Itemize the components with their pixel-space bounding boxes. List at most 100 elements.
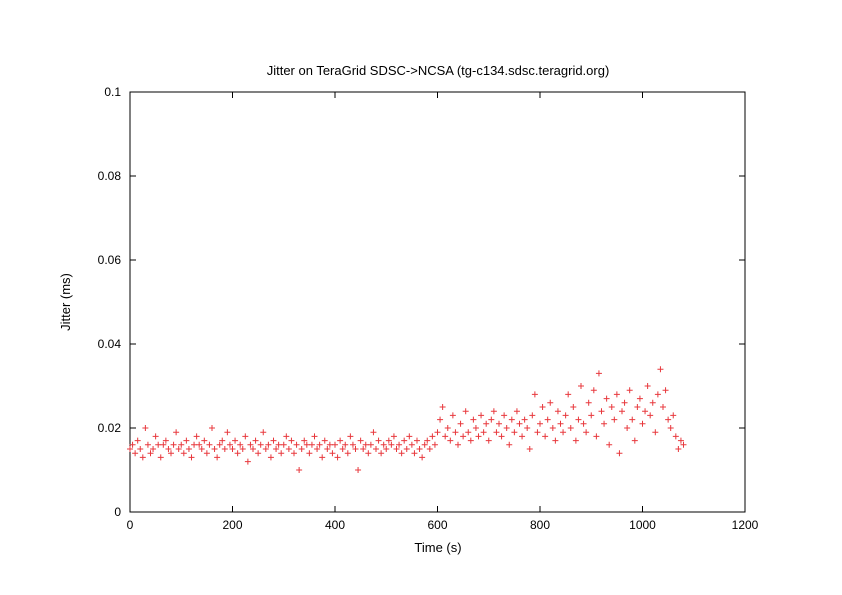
data-point [244,458,251,465]
data-point [498,433,505,440]
data-point [262,446,269,452]
data-point [660,404,666,410]
x-tick-label: 800 [530,518,550,532]
data-point [462,408,469,415]
data-point [503,425,510,431]
data-point [542,433,549,440]
data-point [291,450,297,457]
data-point [416,446,423,452]
data-point [460,433,467,440]
data-point [378,450,385,457]
data-point [654,391,661,398]
data-point [273,446,280,452]
data-point [524,425,531,431]
x-tick-label: 600 [427,518,447,532]
data-point [178,441,185,448]
data-point [229,446,236,452]
data-point [132,450,139,457]
data-point [383,446,390,452]
data-point [201,437,208,444]
data-point [390,433,397,440]
data-point [431,441,438,448]
data-point [275,441,282,448]
data-point [478,412,485,419]
data-point [619,408,625,415]
data-point [293,441,300,448]
data-point [521,416,528,423]
data-point [226,441,233,448]
data-point [649,399,656,406]
data-point [191,441,198,448]
data-point [134,437,141,444]
data-point [560,429,567,436]
data-point [344,450,351,457]
data-point [280,441,287,448]
data-point [449,412,456,419]
data-point [611,416,618,423]
data-point [267,454,274,461]
data-point [203,450,210,457]
data-point [508,416,515,423]
data-point [616,450,623,457]
data-point [426,446,433,452]
data-point [411,450,418,457]
data-point [170,441,177,448]
data-point [352,446,359,452]
data-point [211,446,218,452]
data-point [219,437,226,444]
data-point [347,433,354,440]
data-point [606,441,613,448]
data-point [590,387,597,394]
data-point [496,420,502,427]
data-point [196,441,203,448]
data-point [444,425,451,431]
data-point [270,437,277,444]
data-point [549,425,556,431]
data-point [608,404,615,410]
data-point [552,437,559,444]
data-point [142,425,149,431]
data-point [588,412,595,419]
data-point [475,433,482,440]
data-point [613,391,620,398]
y-tick-label: 0 [114,505,121,519]
data-point [150,446,157,452]
data-point [557,420,564,427]
data-point [301,437,308,444]
data-point [362,441,369,448]
data-point [652,429,659,436]
y-tick-label: 0.06 [98,253,122,267]
data-point [580,420,587,427]
data-point [165,446,172,452]
data-point [283,433,290,440]
data-point [250,446,256,452]
data-point [257,441,264,448]
chart-title: Jitter on TeraGrid SDSC->NCSA (tg-c134.s… [267,63,610,78]
data-point [385,437,392,444]
data-point [185,446,192,452]
x-axis: 0 200 400 600 800 1000 1200 [127,92,759,532]
data-point [316,441,323,448]
data-point [234,450,241,457]
data-point [193,433,200,440]
y-tick-label: 0.08 [98,169,122,183]
data-point [506,441,513,448]
data-point [626,387,633,394]
data-point [321,437,328,444]
data-point [175,446,182,452]
data-point [642,408,649,415]
data-point [598,408,605,415]
data-point [303,441,310,448]
data-point [578,383,584,389]
data-points [127,366,687,473]
data-point [216,441,223,448]
data-point [585,399,592,406]
data-point [447,437,454,444]
data-point [639,420,646,427]
data-point [472,425,479,431]
data-point [334,454,341,461]
data-point [406,433,413,440]
data-point [567,425,574,431]
data-point [516,420,523,427]
data-point [539,404,546,410]
